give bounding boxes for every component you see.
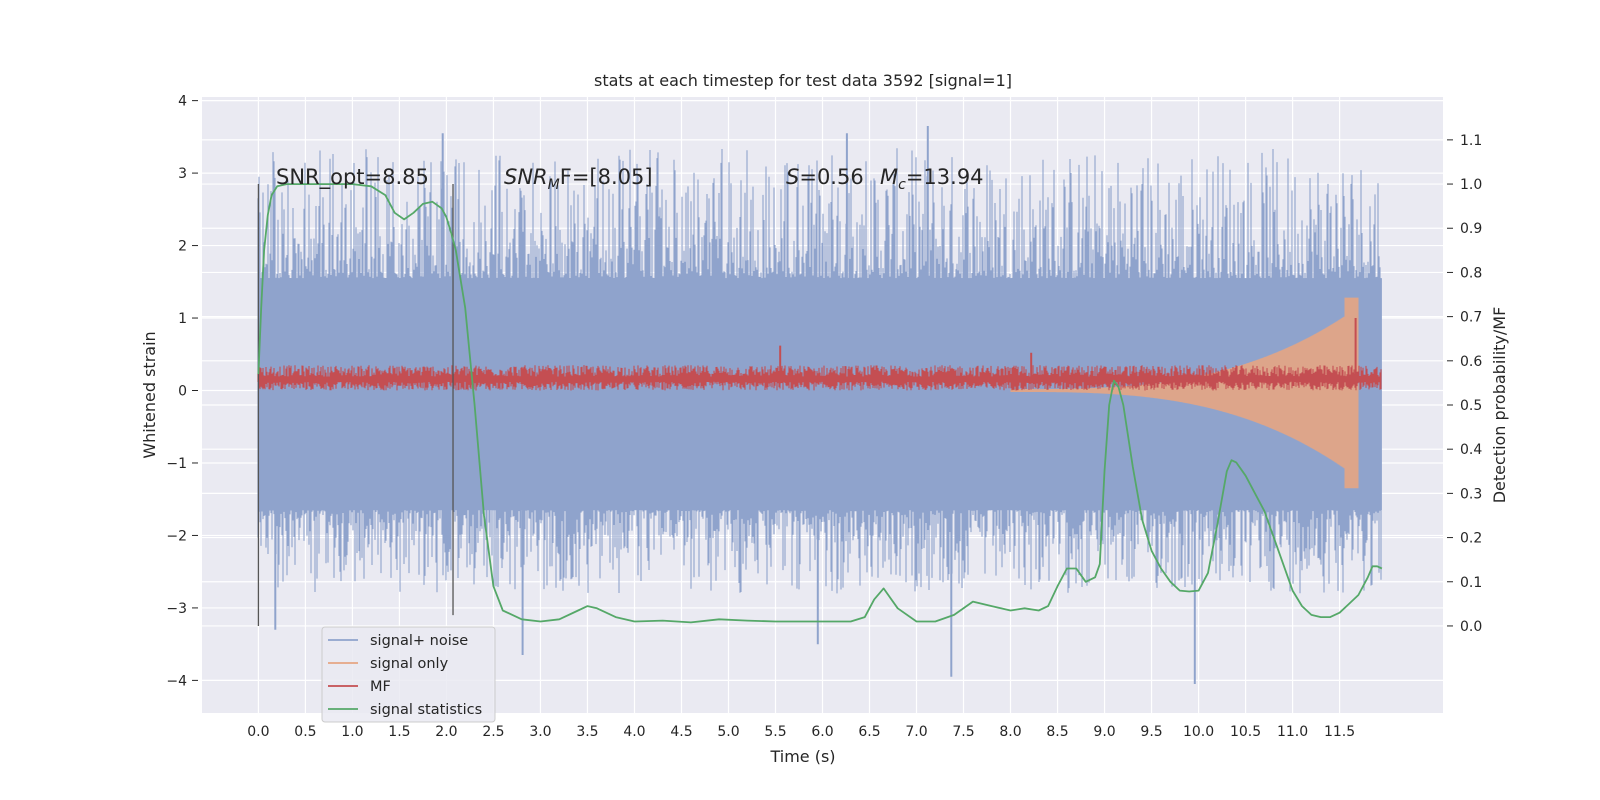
mc-symbol: M <box>880 165 898 189</box>
x-tick-label: 0.5 <box>294 724 316 740</box>
y-tick-label: 3 <box>178 166 187 182</box>
x-tick-label: 4.5 <box>670 724 692 740</box>
noise-spikes <box>274 126 1196 684</box>
x-axis-label: Time (s) <box>769 747 835 766</box>
y-tick-labels: 4 3 2 1 0 −1 −2 −3 −4 <box>166 94 198 689</box>
mc-subscript: c <box>898 177 906 193</box>
legend-label: signal+ noise <box>370 633 468 649</box>
y2-tick-label: 0.8 <box>1460 265 1482 281</box>
y-tick-label: −2 <box>166 528 187 544</box>
y2-tick-label: 0.7 <box>1460 310 1482 326</box>
legend-label: signal only <box>370 656 449 672</box>
mc-value: =13.94 <box>906 165 984 189</box>
x-tick-label: 2.0 <box>435 724 457 740</box>
snr-mf-main: SNR <box>504 165 548 189</box>
x-tick-label: 10.0 <box>1183 724 1214 740</box>
legend-label: MF <box>370 679 391 695</box>
x-tick-label: 11.0 <box>1277 724 1308 740</box>
y-axis-label: Whitened strain <box>140 331 159 458</box>
y-tick-label: −1 <box>166 456 187 472</box>
s-symbol: S <box>786 165 799 189</box>
y2-tick-label: 0.6 <box>1460 354 1482 370</box>
annotation-mc: Mc=13.94 <box>880 165 984 193</box>
x-tick-label: 7.5 <box>952 724 974 740</box>
y2-axis-label: Detection probability/MF <box>1490 307 1509 504</box>
annotation-s: S=0.56 <box>786 165 864 189</box>
x-tick-label: 6.0 <box>811 724 833 740</box>
x-tick-label: 11.5 <box>1324 724 1355 740</box>
y2-tick-label: 0.1 <box>1460 575 1482 591</box>
signal-statistics-line <box>257 183 1383 624</box>
x-tick-label: 4.0 <box>623 724 645 740</box>
y2-tick-label: 0.9 <box>1460 221 1482 237</box>
annotation-snr-mf: SNRMF=[8.05] <box>504 165 653 193</box>
s-value: =0.56 <box>799 165 863 189</box>
x-tick-label: 8.5 <box>1046 724 1068 740</box>
x-tick-label: 3.0 <box>529 724 551 740</box>
x-tick-label: 1.0 <box>341 724 363 740</box>
y-tick-label: 1 <box>178 311 187 327</box>
y-tick-label: 4 <box>178 94 187 110</box>
snr-mf-subscript: M <box>548 177 560 193</box>
x-tick-label: 1.5 <box>388 724 410 740</box>
y-tick-label: −3 <box>166 601 187 617</box>
legend-item: signal+ noise <box>328 633 468 649</box>
legend-box <box>321 626 496 723</box>
legend-item: MF <box>328 679 391 695</box>
chart-title: stats at each timestep for test data 359… <box>594 71 1012 90</box>
mf-spikes <box>779 318 1357 384</box>
y2-tick-label: 1.0 <box>1460 177 1482 193</box>
x-tick-label: 10.5 <box>1230 724 1261 740</box>
y-tick-label: 2 <box>178 239 187 255</box>
y2-tick-label: 0.2 <box>1460 531 1482 547</box>
signal-statistics-series <box>257 183 1383 624</box>
y2-tick-label: 0.0 <box>1460 619 1482 635</box>
x-tick-label: 9.5 <box>1140 724 1162 740</box>
y2-tick-labels: 1.1 1.0 0.9 0.8 0.7 0.6 0.5 0.4 0.3 0.2 0.1 0.0 <box>1447 133 1482 635</box>
x-tick-label: 3.5 <box>576 724 598 740</box>
annotation-snr-opt: SNR_opt=8.85 <box>276 165 429 190</box>
signal-only-trace <box>1010 297 1359 489</box>
legend-item: signal statistics <box>328 702 482 718</box>
markers <box>257 183 454 627</box>
x-tick-label: 9.0 <box>1093 724 1115 740</box>
legend-label: signal statistics <box>370 702 482 718</box>
x-tick-label: 6.5 <box>858 724 880 740</box>
snr-mf-value: F=[8.05] <box>560 165 653 189</box>
x-tick-label: 8.0 <box>999 724 1021 740</box>
x-tick-label: 7.0 <box>905 724 927 740</box>
legend: signal+ noise signal only MF signal stat… <box>321 626 496 723</box>
legend-item: signal only <box>328 656 449 672</box>
y2-tick-label: 0.3 <box>1460 486 1482 502</box>
signal-only-series <box>1010 297 1359 489</box>
y2-tick-label: 1.1 <box>1460 133 1482 149</box>
y2-tick-label: 0.4 <box>1460 442 1482 458</box>
x-tick-label: 2.5 <box>482 724 504 740</box>
x-tick-label: 0.0 <box>247 724 269 740</box>
y2-tick-label: 0.5 <box>1460 398 1482 414</box>
y-tick-label: −4 <box>166 673 187 689</box>
x-tick-label: 5.0 <box>717 724 739 740</box>
mf-series <box>257 318 1382 391</box>
y-tick-label: 0 <box>178 384 187 400</box>
x-tick-labels: 0.0 0.5 1.0 1.5 2.0 2.5 3.0 3.5 4.0 4.5 5.0 5.5 6.0 6… <box>247 724 1355 740</box>
x-tick-label: 5.5 <box>764 724 786 740</box>
